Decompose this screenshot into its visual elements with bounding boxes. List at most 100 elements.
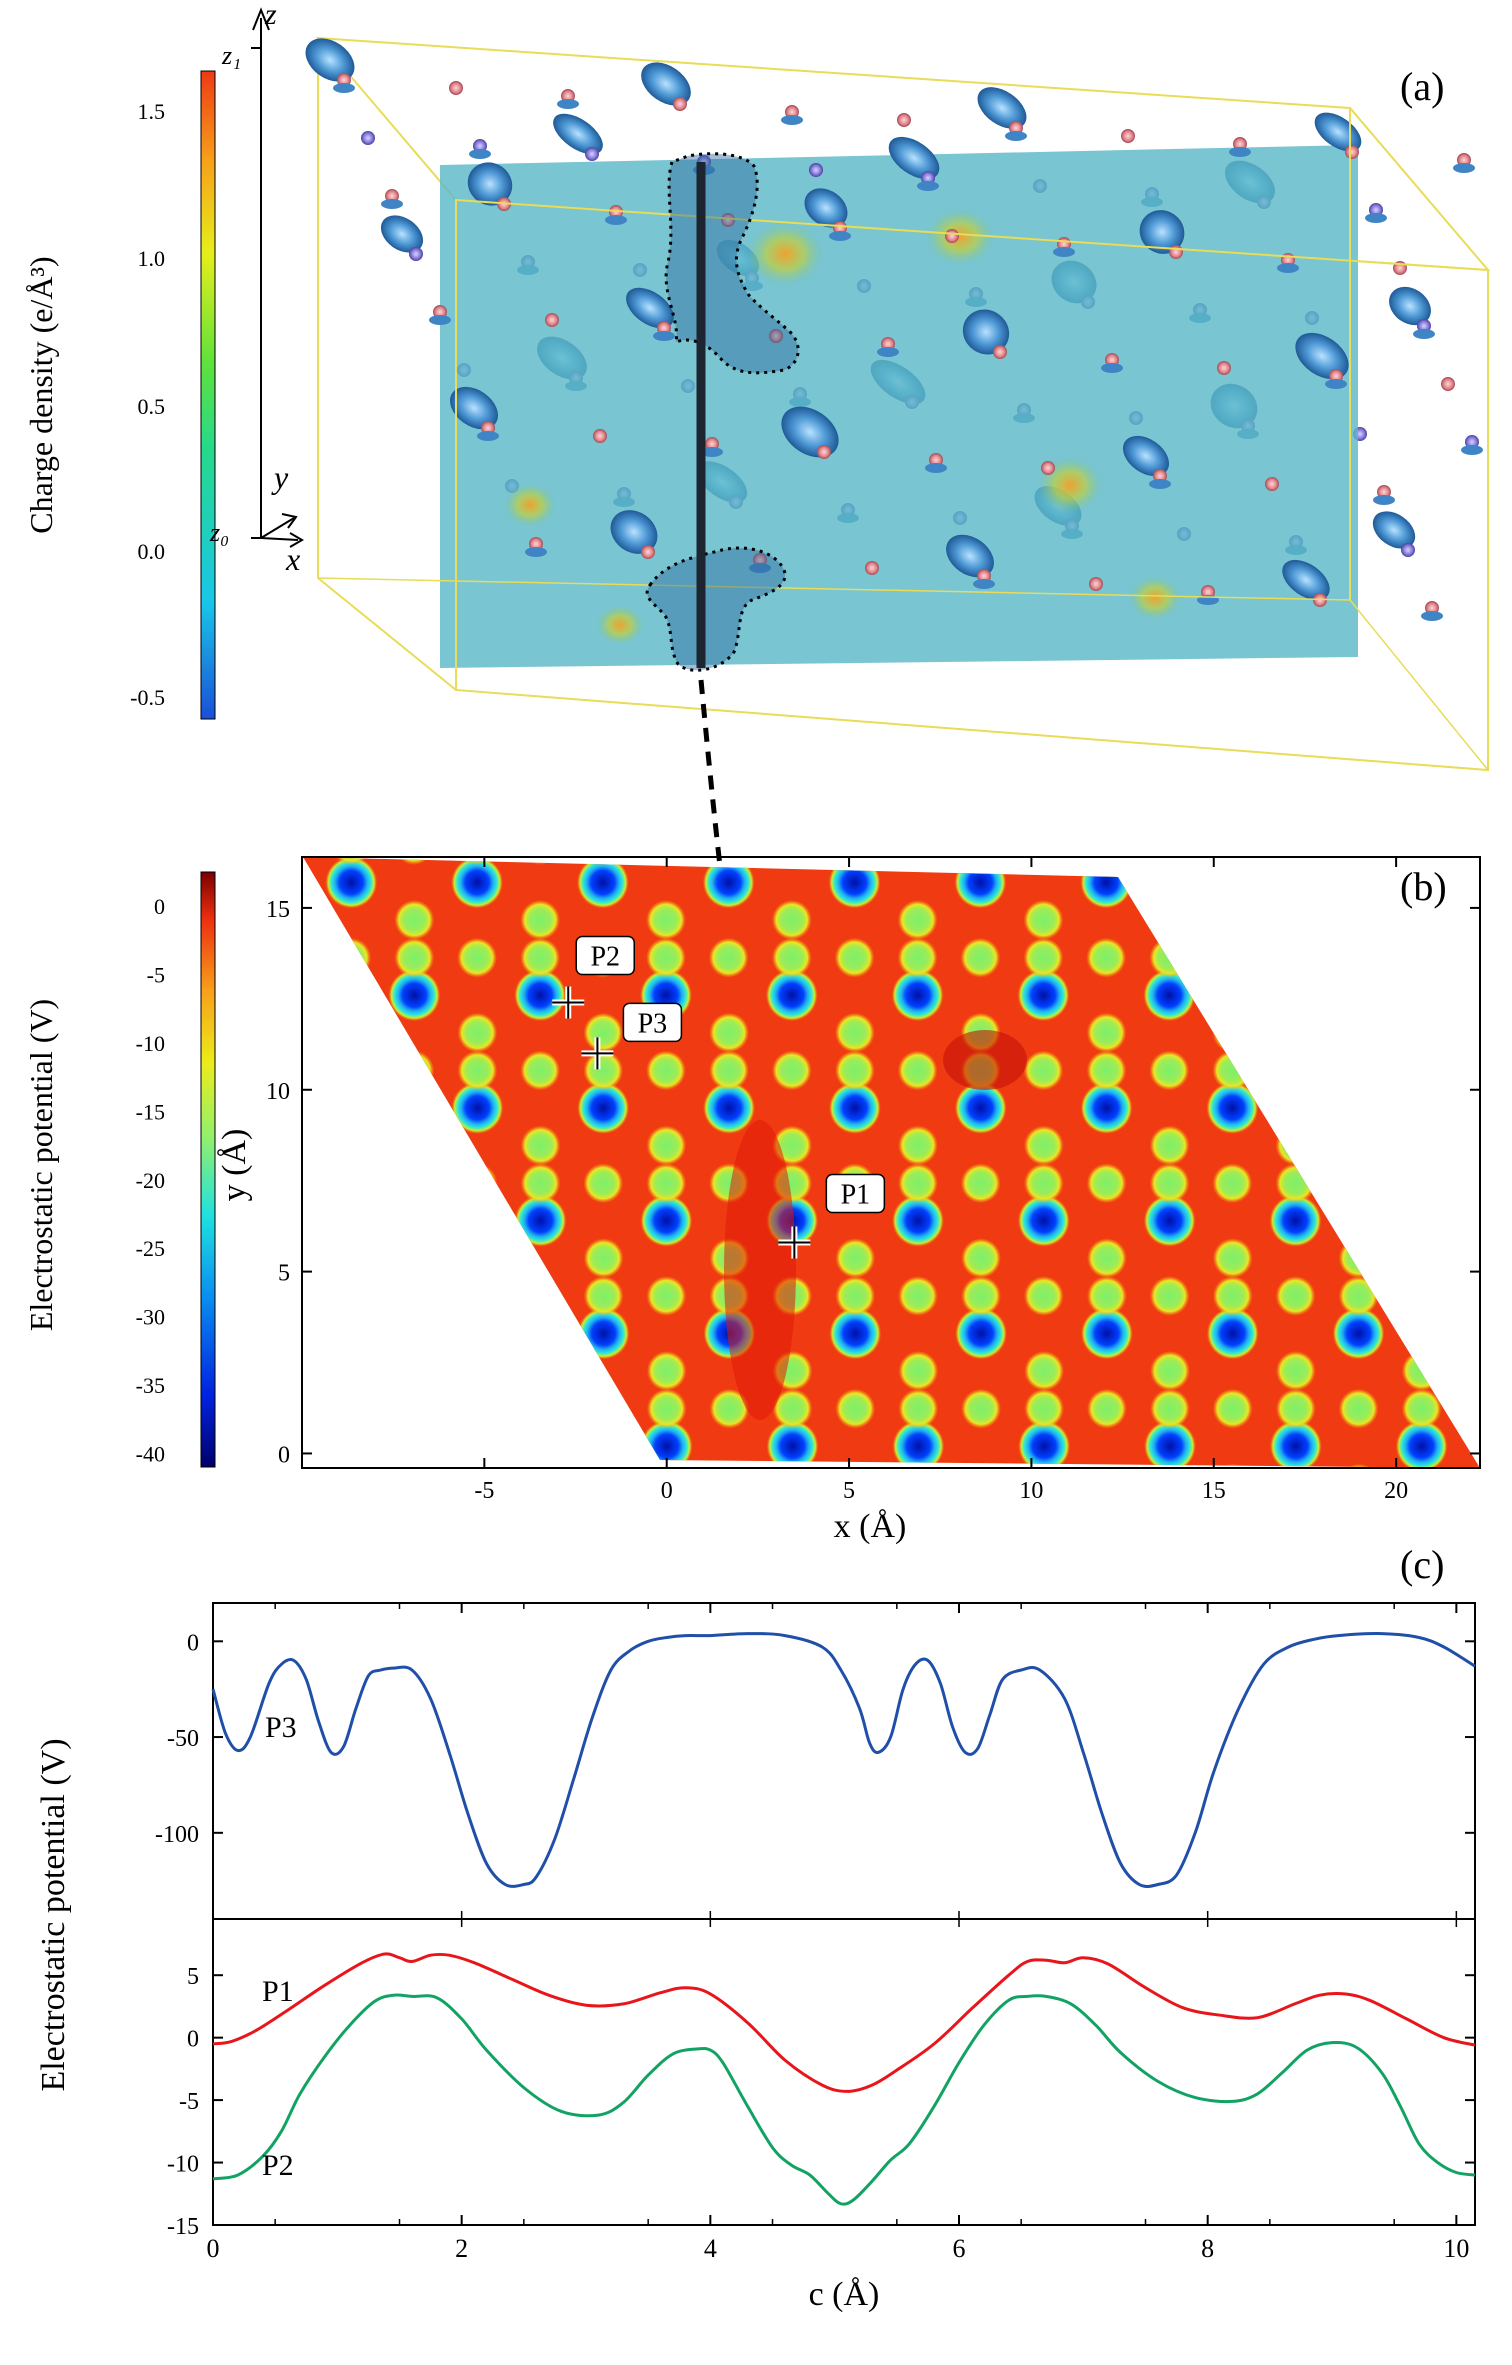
green-site	[1338, 1012, 1379, 1053]
z-arrow	[252, 7, 270, 31]
green-site	[646, 1275, 687, 1316]
blue-site	[1395, 1194, 1448, 1247]
green-site	[960, 857, 1001, 865]
green-site	[1463, 937, 1480, 978]
iso-blob	[781, 406, 839, 458]
green-site	[834, 1012, 875, 1053]
atom-cap	[477, 431, 499, 441]
atom-cap	[333, 83, 355, 93]
green-site	[303, 1388, 310, 1429]
green-site	[1149, 899, 1190, 940]
panel-c: (c) 0 2 4 6 8 10 0 -50 -100 5 0 -5 -10 -15 P3 P1 P2 E…	[35, 1542, 1476, 2313]
green-site	[394, 1163, 435, 1204]
green-site	[1275, 975, 1316, 1016]
blue-site	[1269, 969, 1322, 1022]
panel-c-series	[211, 1632, 1476, 2206]
green-site	[331, 1238, 372, 1279]
y-tick-label: 15	[266, 897, 290, 923]
y-tick-label: 0	[187, 1630, 199, 1656]
green-site	[1401, 1125, 1442, 1166]
green-site	[960, 1163, 1001, 1204]
hotspot	[596, 605, 644, 645]
green-site	[960, 937, 1001, 978]
green-site	[331, 1163, 372, 1204]
atom	[945, 229, 959, 243]
blue-site	[1143, 969, 1196, 1022]
blue-site	[451, 857, 504, 909]
green-site	[1086, 1163, 1127, 1204]
green-site	[1464, 1275, 1480, 1316]
blue-site	[303, 1194, 315, 1247]
blue-site	[1080, 1307, 1133, 1360]
green-site	[1212, 1238, 1253, 1279]
y-tick-label: -10	[167, 2152, 199, 2178]
green-site	[520, 1050, 561, 1091]
y-tick-label: 5	[278, 1261, 290, 1287]
green-site	[395, 1350, 436, 1391]
blue-site	[1206, 1081, 1259, 1134]
green-site	[1149, 937, 1190, 978]
green-site	[1212, 1275, 1253, 1316]
green-site	[520, 1163, 561, 1204]
green-site	[1148, 857, 1189, 865]
green-site	[1212, 1163, 1253, 1204]
green-site	[898, 1388, 939, 1429]
atom-cap	[829, 231, 851, 241]
green-site	[1338, 1275, 1379, 1316]
atom	[409, 247, 423, 261]
green-site	[1275, 1350, 1316, 1391]
series-p1	[212, 1952, 1476, 2093]
atom-cap	[1101, 363, 1123, 373]
green-site	[331, 857, 372, 865]
green-site	[835, 1388, 876, 1429]
atom	[865, 561, 879, 575]
blue-site	[766, 1420, 819, 1468]
green-site	[457, 1163, 498, 1204]
green-site	[1275, 937, 1316, 978]
x-tick-label: 0	[207, 2234, 220, 2263]
atom-cap	[525, 547, 547, 557]
series-p3	[211, 1632, 1476, 1888]
iso-blob	[1295, 332, 1349, 380]
atom-cap	[1461, 445, 1483, 455]
atom	[673, 97, 687, 111]
blue-site	[1143, 1194, 1196, 1247]
green-site	[331, 937, 372, 978]
green-site	[1212, 857, 1252, 865]
blue-site	[576, 857, 629, 909]
green-site	[457, 1238, 498, 1279]
atom	[593, 429, 607, 443]
green-site	[1212, 1012, 1253, 1053]
green-site	[1149, 1275, 1190, 1316]
cell-edge-bottom	[317, 577, 457, 691]
blue-site	[451, 1307, 504, 1360]
atom	[1265, 477, 1279, 491]
green-site	[583, 1388, 624, 1429]
blue-site	[1017, 1194, 1070, 1247]
atom	[1345, 145, 1359, 159]
green-site	[1338, 1463, 1379, 1468]
y-arrow	[281, 513, 298, 529]
green-site	[394, 899, 435, 940]
green-site	[646, 1163, 687, 1204]
atom-cap	[1453, 163, 1475, 173]
green-site	[457, 937, 498, 978]
green-site	[519, 857, 560, 865]
green-site	[332, 1463, 373, 1468]
green-site	[961, 1275, 1002, 1316]
green-site	[709, 1388, 750, 1429]
panel-b-ylabel: y (Å)	[216, 1129, 253, 1202]
green-site	[897, 899, 938, 940]
green-site	[1464, 1463, 1480, 1468]
green-site	[961, 1463, 1002, 1468]
green-site	[1023, 899, 1064, 940]
charge-density-slice	[440, 145, 1358, 668]
green-site	[1023, 937, 1064, 978]
panel-a: 1.5 1.0 0.5 0.0 -0.5 Charge density (e/Å…	[23, 0, 1491, 772]
atom-cap	[429, 315, 451, 325]
blue-site	[1394, 969, 1447, 1022]
iso-surfaces-front	[305, 38, 1483, 621]
green-site	[1023, 857, 1064, 865]
atom-cap	[1325, 379, 1347, 389]
